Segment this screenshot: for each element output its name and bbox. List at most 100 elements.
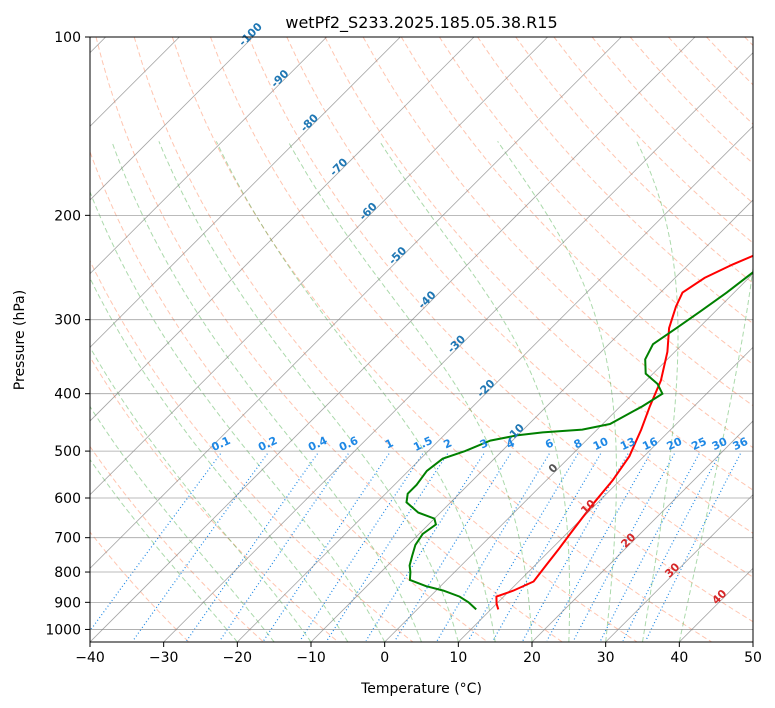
x-axis-label: Temperature (°C) [360,681,482,697]
y-tick-label: 300 [54,313,81,329]
isotherm [458,346,753,642]
dry-adiabat [706,37,753,86]
isotherm-label: -50 [386,244,409,267]
isotherm-label: 30 [662,560,682,580]
y-tick-label: 800 [54,565,81,581]
dry-adiabat [90,150,488,642]
isotherm-label: -80 [298,111,321,134]
mixing-ratio-line [599,453,700,642]
moist-adiabat [90,346,312,642]
mixing-ratio-line [326,453,449,642]
temperature-line [495,254,753,610]
dry-adiabat [286,37,753,534]
dry-adiabat [171,37,712,642]
x-tick-label: −20 [223,650,253,666]
dry-adiabat [515,37,753,284]
x-tick-label: 20 [523,650,541,666]
mixing-ratio-label: 16 [640,435,660,453]
moist-adiabat [90,458,238,642]
mixing-ratio-line [522,453,629,642]
x-tick-label: 10 [449,650,467,666]
dry-adiabat [400,37,753,407]
isotherm [90,37,548,496]
isotherm [90,37,327,275]
chart-title: wetPf2_S233.2025.185.05.38.R15 [285,13,557,33]
dry-adiabat [90,531,190,642]
dry-adiabat [744,37,753,47]
isotherm-label: 20 [618,530,638,550]
mixing-ratio-line [622,453,721,642]
mixing-ratio-label: 30 [710,435,730,453]
dry-adiabat [248,37,753,578]
mixing-ratio-label: 2 [442,436,454,451]
mixing-ratio-line [572,453,675,642]
mixing-ratio-line [219,453,349,642]
isotherm [163,52,753,642]
isotherm [90,37,401,348]
mixing-ratio-line [645,453,741,642]
dry-adiabat [438,37,753,366]
isotherm-label: -70 [327,155,350,178]
isotherm [531,420,753,642]
mixing-ratio-label: 13 [618,435,637,453]
isotherm [90,37,696,642]
isotherm-label: -60 [357,200,380,223]
dry-adiabat [90,356,339,642]
isotherm [90,37,475,422]
x-tick-label: −30 [149,650,179,666]
y-axis-label: Pressure (hPa) [12,290,28,390]
isotherm [679,567,753,642]
isotherm [752,641,753,642]
dry-adiabat [210,37,753,623]
mixing-ratio-line [299,453,424,642]
isotherm [384,273,753,642]
mixing-ratio-line [467,453,579,642]
mixing-ratio-line [263,453,390,642]
isotherm-label: -90 [268,67,291,90]
isotherm [90,37,622,569]
y-tick-label: 700 [54,531,81,547]
dry-adiabat [133,37,638,642]
isotherm-label: -20 [474,377,497,400]
y-tick-label: 900 [54,595,81,611]
y-tick-label: 500 [54,444,81,460]
isotherm-label: -40 [415,288,438,311]
mixing-ratio-line [492,453,602,642]
plot-frame [89,36,754,643]
mixing-ratio-label: 25 [689,435,708,453]
isotherm [90,37,254,201]
mixing-ratio-line [365,453,485,642]
mixing-ratio-label: 20 [665,435,685,453]
dewpoint-line [405,271,753,611]
mixing-ratio-line [186,453,318,642]
x-tick-label: −10 [296,650,326,666]
x-tick-label: 0 [380,650,389,666]
isotherm-label: -30 [445,332,468,355]
mixing-ratio-label: 6 [543,436,556,451]
y-tick-label: 200 [54,208,81,224]
isotherm [310,199,753,642]
x-tick-label: 40 [670,650,688,666]
dry-adiabat [591,37,753,204]
x-tick-label: 30 [597,650,615,666]
mixing-ratio-line [132,453,268,642]
moist-adiabat [158,141,459,642]
y-tick-label: 600 [54,491,81,507]
mixing-ratio-label: 36 [731,435,751,453]
x-tick-label: 50 [744,650,762,666]
dry-adiabat [668,37,753,125]
mixing-ratio-line [90,453,221,632]
moist-adiabat [215,141,496,642]
dry-adiabat [90,445,264,642]
dry-adiabat [95,37,563,642]
mixing-ratio-line [436,453,550,642]
y-tick-label: 1000 [45,622,81,638]
y-tick-label: 400 [54,387,81,403]
isotherm [237,125,753,642]
dry-adiabat [362,37,753,449]
mixing-ratio-line [546,453,651,642]
moist-adiabat [678,264,753,642]
x-tick-label: −40 [75,650,105,666]
mixing-ratio-label: 10 [591,435,611,453]
